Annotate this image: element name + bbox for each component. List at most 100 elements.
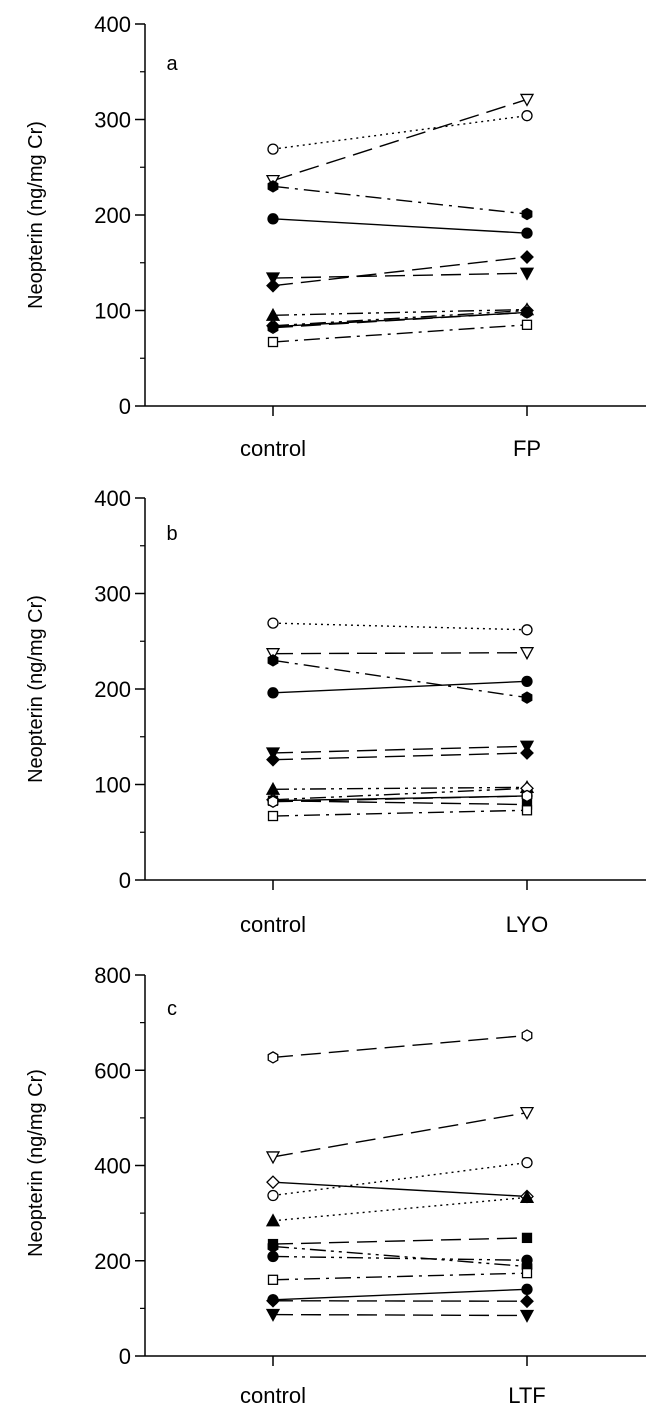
series-line xyxy=(272,787,528,801)
y-tick-label: 0 xyxy=(119,1344,131,1369)
x-category-label: control xyxy=(240,1383,306,1408)
data-point-marker xyxy=(267,687,279,699)
y-tick-label: 200 xyxy=(94,677,131,702)
data-point-marker xyxy=(521,691,533,704)
data-point-marker xyxy=(267,654,279,667)
y-tick-label: 200 xyxy=(94,1249,131,1274)
data-point-marker xyxy=(267,617,279,629)
series-markers xyxy=(265,1029,535,1323)
series-line xyxy=(272,256,528,287)
data-point-marker xyxy=(521,805,533,816)
data-point-marker xyxy=(519,93,535,107)
x-category-label: control xyxy=(240,436,306,461)
series-line xyxy=(272,1237,528,1245)
data-point-marker xyxy=(267,213,279,225)
data-point-marker xyxy=(267,1240,279,1253)
data-point-marker xyxy=(266,278,280,293)
data-point-marker xyxy=(266,752,280,767)
y-axis-title: Neopterin (ng/mg Cr) xyxy=(25,595,47,783)
series-line xyxy=(272,752,528,761)
series-line xyxy=(272,622,528,631)
series-line xyxy=(272,1161,528,1197)
series-line xyxy=(272,1181,528,1198)
series-markers xyxy=(265,93,535,348)
x-category-label: LYO xyxy=(506,912,548,937)
data-point-marker xyxy=(267,143,279,155)
data-point-marker xyxy=(265,272,281,286)
data-point-marker xyxy=(267,810,279,822)
data-point-marker xyxy=(520,250,534,264)
y-tick-label: 0 xyxy=(119,394,131,419)
data-point-marker xyxy=(521,227,533,239)
data-point-marker xyxy=(519,267,535,281)
data-point-marker xyxy=(266,1175,280,1190)
series-line xyxy=(272,272,528,279)
series-line xyxy=(272,1272,528,1281)
chart-panel-b: 0 100 200 300 400 control LYO b Neopterin (ng/mg… xyxy=(25,486,646,937)
data-point-marker xyxy=(521,110,533,122)
y-tick-label: 200 xyxy=(94,203,131,228)
series-line xyxy=(272,1255,528,1261)
y-tick-label: 300 xyxy=(94,108,131,133)
series-line xyxy=(272,218,528,234)
data-point-marker xyxy=(267,336,279,348)
x-category-label: control xyxy=(240,912,306,937)
data-point-marker xyxy=(267,795,279,808)
series-line xyxy=(272,652,528,655)
data-point-marker xyxy=(267,1250,279,1263)
series-markers xyxy=(265,617,535,822)
series-line xyxy=(272,324,528,343)
panel-letter: a xyxy=(166,53,178,75)
data-point-marker xyxy=(521,207,533,221)
series-line xyxy=(272,1245,528,1268)
y-axis-title: Neopterin (ng/mg Cr) xyxy=(25,121,47,309)
panel-letter: c xyxy=(167,998,177,1020)
data-point-marker xyxy=(519,1106,535,1120)
data-point-marker xyxy=(519,647,535,661)
data-point-marker xyxy=(520,1294,534,1309)
y-axis-title: Neopterin (ng/mg Cr) xyxy=(25,1069,47,1257)
series-line xyxy=(272,1111,528,1158)
data-point-marker xyxy=(521,1029,533,1042)
series-line xyxy=(272,1196,528,1222)
series-line xyxy=(272,309,528,327)
data-point-marker xyxy=(520,746,534,760)
data-point-marker xyxy=(267,1274,279,1285)
data-point-marker xyxy=(521,789,533,803)
series-line xyxy=(272,98,528,182)
series-line xyxy=(272,308,528,316)
data-point-marker xyxy=(267,1189,279,1202)
series-line xyxy=(272,1288,528,1301)
series-line xyxy=(272,680,528,694)
data-point-marker xyxy=(267,180,279,193)
x-category-label: FP xyxy=(513,436,541,461)
series-line xyxy=(272,1313,528,1317)
series-line xyxy=(272,745,528,754)
data-point-marker xyxy=(265,1151,281,1165)
data-point-marker xyxy=(521,1156,533,1169)
data-point-marker xyxy=(267,321,279,333)
y-tick-label: 600 xyxy=(94,1058,131,1083)
data-point-marker xyxy=(521,306,533,319)
series-lines xyxy=(272,622,528,817)
y-tick-label: 400 xyxy=(94,1154,131,1179)
series-line xyxy=(272,659,528,699)
y-tick-label: 400 xyxy=(94,12,131,37)
series-line xyxy=(272,786,528,790)
series-line xyxy=(272,114,528,150)
y-tick-label: 400 xyxy=(94,486,131,511)
data-point-marker xyxy=(265,1308,281,1322)
y-tick-label: 100 xyxy=(94,299,131,324)
y-tick-label: 300 xyxy=(94,582,131,607)
y-tick-label: 0 xyxy=(119,868,131,893)
y-tick-label: 100 xyxy=(94,773,131,798)
series-line xyxy=(272,795,528,803)
data-point-marker xyxy=(519,1309,535,1323)
series-line xyxy=(272,1034,528,1059)
series-lines xyxy=(272,98,528,343)
y-tick-label: 800 xyxy=(94,963,131,988)
data-point-marker xyxy=(521,1232,533,1244)
data-point-marker xyxy=(266,1293,280,1308)
data-point-marker xyxy=(265,1213,281,1227)
series-line xyxy=(272,185,528,215)
